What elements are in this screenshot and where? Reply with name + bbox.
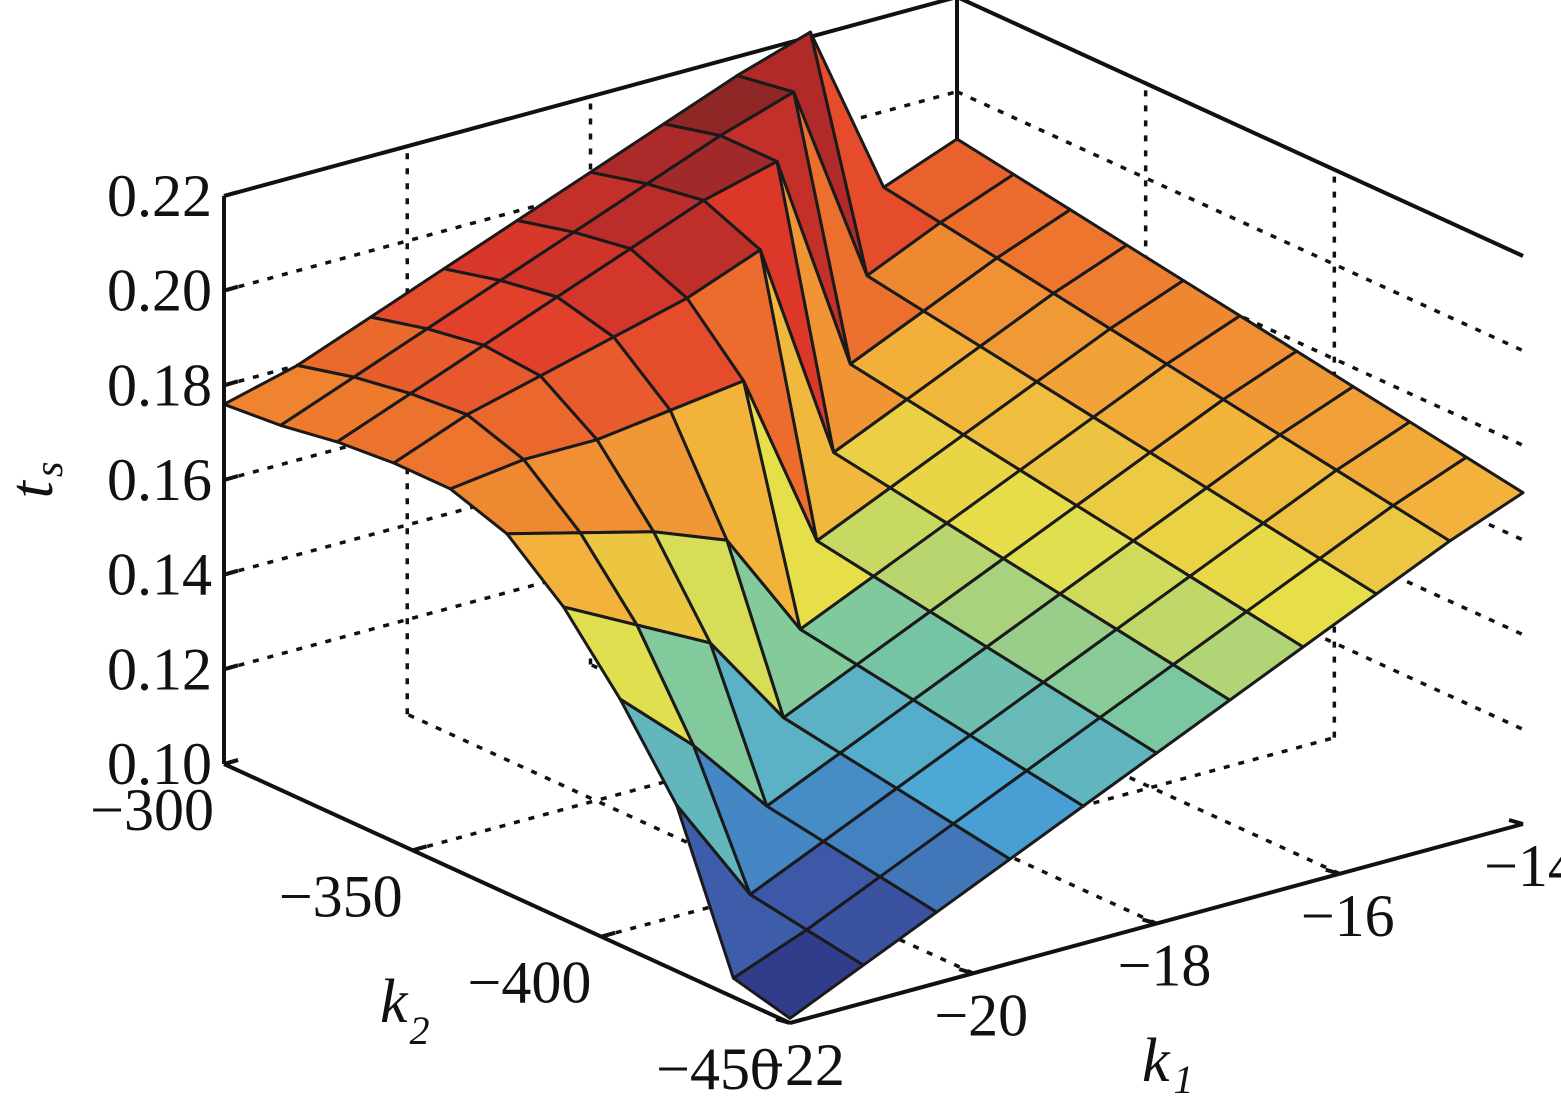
- z-tick-mark: [223, 568, 239, 577]
- z-tick-label: 0.18: [107, 352, 212, 418]
- y-tick-mark: [789, 1017, 805, 1025]
- x-tick-label: −16: [1301, 883, 1395, 949]
- z-tick-mark: [223, 474, 239, 482]
- y-tick-label: −400: [467, 950, 591, 1016]
- x-tick-mark: [1141, 917, 1158, 926]
- y-tick-label: −300: [90, 777, 214, 843]
- chart-axes: 0.10 0.12 0.14 0.16 0.18 0.20 0.22 −300 −350 −400…: [90, 163, 1561, 1097]
- x-tick-mark: [958, 967, 974, 976]
- y-tick-mark: [412, 844, 428, 853]
- y-tick-mark: [223, 758, 239, 766]
- z-tick-label: 0.22: [107, 163, 212, 229]
- z-tick-label: 0.10: [107, 731, 212, 797]
- y-tick-mark: [600, 930, 616, 939]
- z-tick-label: 0.12: [107, 636, 212, 702]
- z-tick-label: 0.16: [107, 447, 212, 513]
- z-tick-mark: [223, 379, 239, 388]
- z-axis-label: ts: [0, 462, 71, 499]
- z-tick-mark: [223, 190, 239, 198]
- x-tick-label: −14: [1484, 833, 1561, 899]
- x-tick-mark: [1508, 818, 1524, 826]
- pane-edge: [958, 0, 1524, 258]
- axis-line-k2: [223, 762, 791, 1025]
- x-tick-mark: [775, 1017, 791, 1025]
- surface-facet: [731, 928, 865, 1020]
- x-tick-mark: [1325, 867, 1341, 876]
- z-tick-label: 0.20: [107, 258, 212, 324]
- z-tick-label: 0.14: [107, 542, 212, 608]
- grid-line-z: [223, 0, 953, 198]
- x-tick-label: −20: [934, 982, 1028, 1048]
- y-axis-label: k2: [380, 968, 430, 1053]
- y-tick-label: −450: [656, 1036, 780, 1097]
- x-tick-label: −22: [751, 1032, 845, 1097]
- surface-mesh: [222, 30, 1525, 1020]
- z-tick-mark: [223, 284, 239, 293]
- y-tick-label: −350: [279, 863, 403, 929]
- x-tick-label: −18: [1118, 933, 1212, 999]
- z-tick-mark: [223, 663, 239, 672]
